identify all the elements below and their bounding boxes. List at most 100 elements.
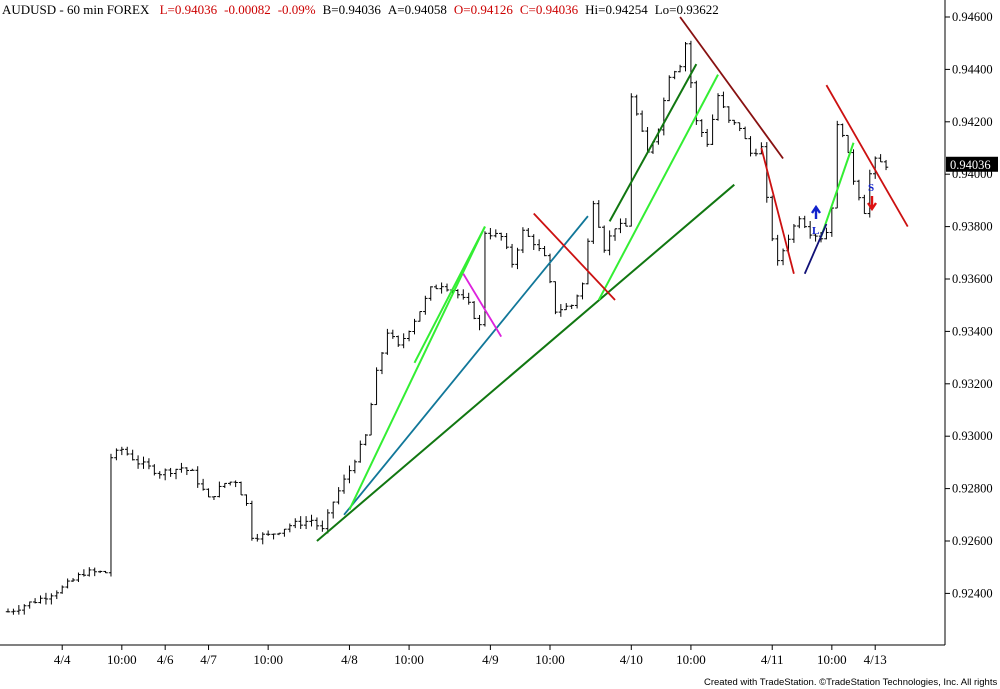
ohlc-bar [363, 434, 368, 446]
ohlc-bar [770, 195, 775, 242]
x-tick-label: 10:00 [394, 652, 424, 667]
chart-header: AUDUSD - 60 min FOREX L=0.94036 -0.00082-… [2, 2, 719, 17]
up-arrow-icon [811, 204, 821, 219]
ohlc-bar [5, 608, 11, 613]
ohlc-bar [190, 468, 195, 471]
x-tick-label: 10:00 [253, 652, 283, 667]
ohlc-bar [70, 578, 76, 582]
ohlc-bar [596, 200, 601, 228]
trendline-light_green [597, 74, 719, 301]
y-tick-label: 0.93200 [952, 377, 993, 391]
x-tick-label: 4/8 [341, 652, 358, 667]
trendline-navy [803, 223, 828, 275]
ohlc-bar [32, 598, 38, 604]
ohlc-bar [374, 367, 379, 406]
ohlc-bar [531, 234, 536, 250]
y-tick-label: 0.92400 [952, 586, 993, 600]
header-field: -0.09% [278, 2, 316, 17]
ohlc-bar [753, 148, 759, 157]
ohlc-bar [433, 284, 439, 290]
ohlc-bar [125, 446, 130, 456]
ohlc-bar [574, 294, 580, 309]
short-signal: S [867, 182, 877, 212]
ohlc-bar [661, 97, 667, 136]
ohlc-bar [835, 120, 840, 209]
last-price-marker: 0.94036 [946, 156, 998, 172]
ohlc-bar [276, 532, 282, 536]
x-tick-label: 4/6 [157, 652, 174, 667]
trendline-red [533, 212, 616, 301]
x-tick-label: 10:00 [676, 652, 706, 667]
ohlc-bar [271, 533, 276, 540]
trendline-dark_green [608, 63, 698, 222]
ohlc-bar [466, 292, 471, 305]
trendline-dark_red [679, 16, 784, 160]
ohlc-bar [856, 179, 862, 201]
y-tick-label: 0.93800 [952, 220, 993, 234]
ohlc-bar [368, 402, 374, 436]
price-axis: 0.946000.944000.942000.940000.938000.936… [945, 10, 993, 600]
trendline-light_green [820, 142, 855, 238]
x-tick-label: 4/11 [761, 652, 784, 667]
ohlc-bar [341, 474, 347, 494]
ohlc-bar [862, 194, 867, 215]
credit-text: Created with TradeStation. ©TradeStation… [704, 677, 1000, 688]
y-tick-label: 0.92600 [952, 534, 993, 548]
ohlc-bar [141, 456, 146, 469]
ohlc-bar [222, 482, 227, 489]
ohlc-bar [417, 311, 423, 322]
ohlc-bar [146, 458, 152, 470]
ohlc-bar [233, 480, 238, 488]
x-tick-label: 4/13 [864, 652, 887, 667]
header-symbol: AUDUSD - 60 min FOREX [2, 2, 150, 17]
ohlc-bar [618, 218, 623, 234]
ohlc-bar [824, 227, 829, 240]
header-field: A=0.94058 [388, 2, 447, 17]
ohlc-bar [683, 41, 688, 72]
ohlc-bar [309, 514, 314, 527]
ohlc-bar [249, 500, 255, 541]
ohlc-bar [265, 530, 271, 536]
ohlc-bar [298, 516, 303, 529]
ohlc-bar [76, 572, 81, 583]
ohlc-bar [217, 481, 222, 498]
ohlc-bar [493, 229, 498, 238]
ohlc-bar [401, 333, 406, 349]
ohlc-bar [108, 453, 114, 577]
ohlc-bar [287, 523, 293, 533]
ohlc-bar [542, 245, 547, 257]
ohlc-bar [688, 40, 694, 88]
ohlc-bar [336, 487, 341, 505]
ohlc-bar [602, 225, 607, 253]
ohlc-bar [320, 520, 325, 532]
ohlc-bar [228, 481, 233, 486]
ohlc-bar [829, 207, 835, 237]
ohlc-bar [412, 318, 417, 335]
ohlc-bar [206, 488, 211, 498]
ohlc-bar [347, 465, 352, 484]
ohlc-bar [303, 516, 309, 530]
ohlc-bar [119, 446, 125, 456]
ohlc-bar [168, 467, 173, 477]
ohlc-bar [775, 234, 780, 266]
ohlc-bar [520, 227, 526, 254]
ohlc-bar [43, 592, 49, 605]
ohlc-bar [813, 233, 818, 242]
header-field: C=0.94036 [520, 2, 579, 17]
ohlc-bar [569, 304, 574, 309]
header-field: Lo=0.93622 [655, 2, 719, 17]
ohlc-bar [553, 281, 558, 315]
header-field: -0.00082 [224, 2, 271, 17]
ohlc-bar [780, 248, 786, 266]
y-tick-label: 0.92800 [952, 482, 993, 496]
y-tick-label: 0.94600 [952, 10, 993, 24]
ohlc-bar [515, 247, 520, 270]
ohlc-bar [179, 462, 184, 473]
y-tick-label: 0.94400 [952, 62, 993, 76]
ohlc-bar [439, 282, 444, 294]
ohlc-bar [428, 286, 433, 301]
header-field: Hi=0.94254 [585, 2, 648, 17]
ohlc-bar [845, 134, 851, 154]
ohlc-bar [873, 156, 878, 179]
y-tick-label: 0.93400 [952, 324, 993, 338]
